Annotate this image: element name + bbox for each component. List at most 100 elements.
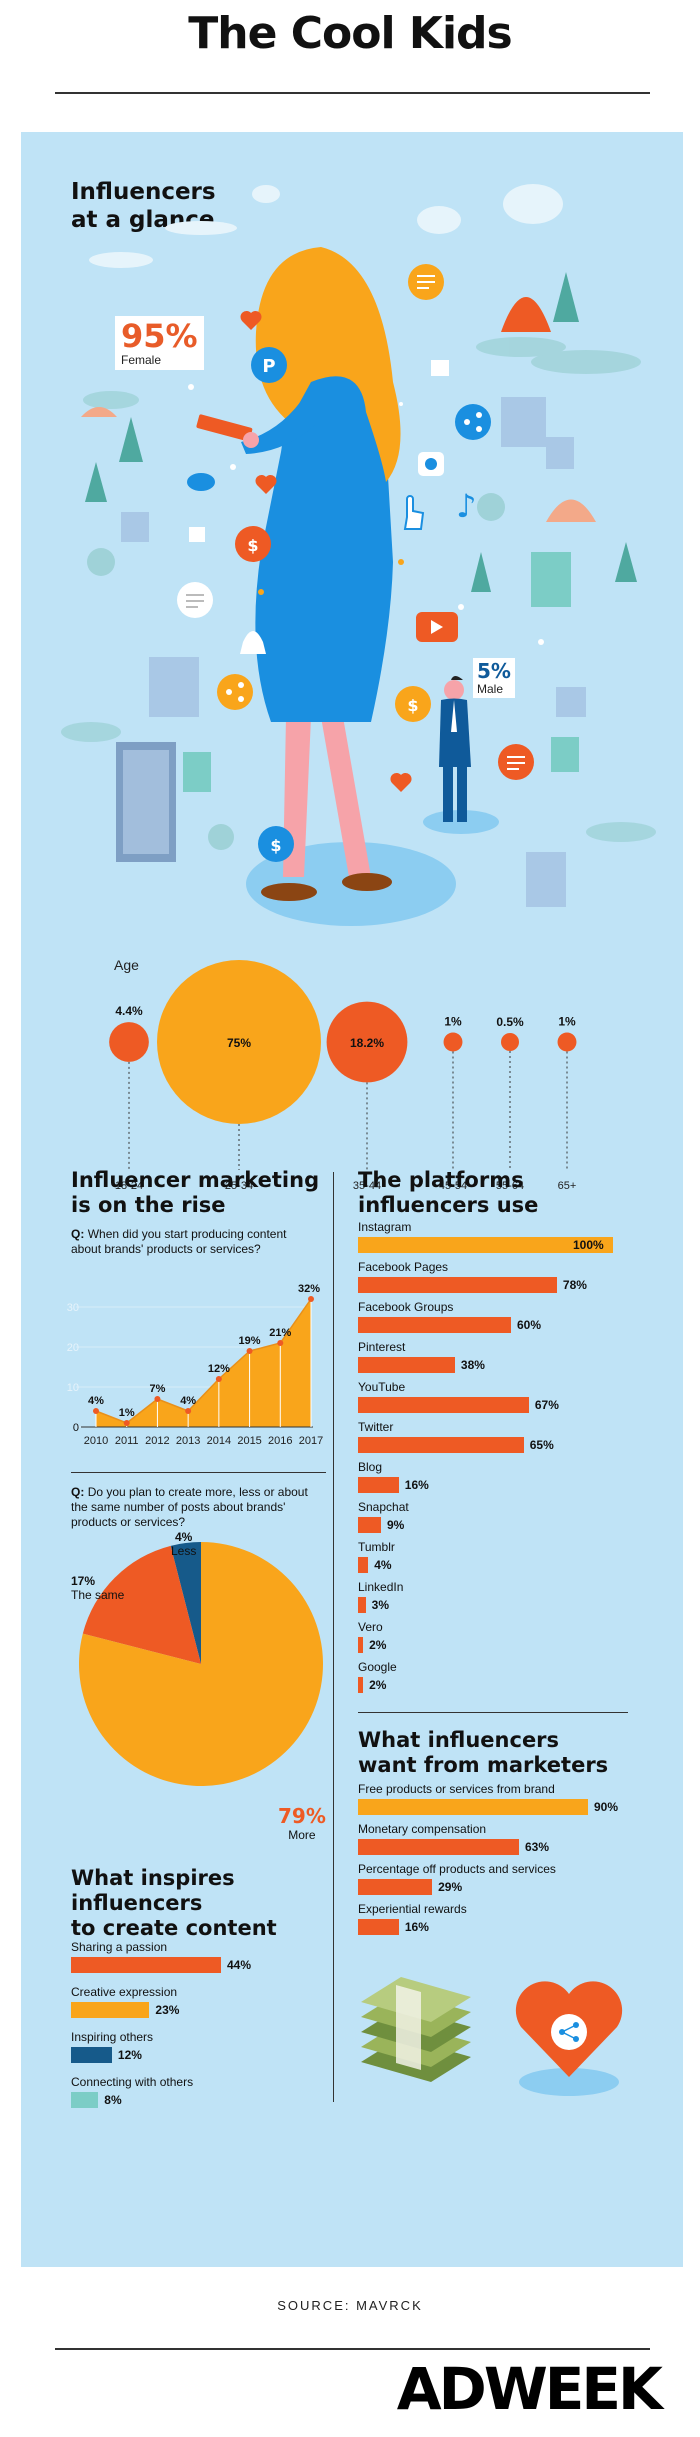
svg-text:$: $ [247,536,258,555]
comment-icon [177,582,213,618]
brand-logo: ADWEEK [396,2355,663,2423]
mountain-icons [81,297,596,522]
series-line [95,1298,312,1424]
share-icon-2 [217,674,253,710]
data-label: 32% [298,1283,320,1295]
comment-icon-2 [498,744,534,780]
svg-text:$: $ [407,696,418,715]
x-tick-label: 2017 [299,1435,323,1447]
rise-bottom-rule [71,1472,326,1473]
inspires-heading: What inspires influencers to create cont… [71,1866,277,1941]
pie-slice [79,1542,323,1786]
money-stack-icon [361,1977,471,2082]
data-point [308,1296,314,1302]
inspire-bar [71,1957,221,1973]
platform-label: Twitter [358,1420,394,1434]
footer-rule [55,2348,650,2350]
camera-icon [418,452,444,476]
want-label: Monetary compensation [358,1822,487,1836]
want-label: Free products or services from brand [358,1782,555,1796]
platform-bar [358,1237,613,1253]
age-bubble [557,1032,577,1052]
sparkle-icons [188,384,544,645]
platform-value: 2% [369,1638,387,1652]
want-label: Experiential rewards [358,1902,467,1916]
hand-cursor-icon [403,495,425,530]
rise-question-text: When did you start producing content abo… [71,1227,287,1256]
pie-more-label: More [288,1828,316,1842]
age-range: 45-54 [439,1180,467,1192]
twitter-icon [187,473,215,491]
platform-value: 4% [374,1558,392,1572]
platforms-heading-line1: The platforms [358,1168,524,1192]
data-label: 4% [88,1395,104,1407]
chat-bubble-icon [408,264,444,300]
female-label: Female [121,353,162,367]
female-stat: 95% Female [115,316,204,370]
heart-shadow [519,2068,619,2096]
platform-label: Snapchat [358,1500,409,1514]
money-heart-illustration [361,1977,623,2096]
hills [61,337,656,842]
platform-bar [358,1517,381,1533]
column-divider [333,1172,334,2102]
plan-question-prefix: Q: [71,1485,85,1499]
platform-label: Facebook Pages [358,1260,449,1274]
age-value: 18.2% [350,1036,384,1050]
data-point [246,1348,253,1354]
wants-heading: What influencers want from marketers [358,1728,608,1778]
rise-question-prefix: Q: [71,1227,85,1241]
snapchat-icon [240,631,266,654]
inspire-bar [71,2092,99,2108]
platforms-bottom-rule [358,1712,628,1713]
age-bubble [326,1001,408,1083]
wants-heading-line2: want from marketers [358,1753,609,1777]
age-value: 0.5% [496,1015,524,1029]
wants-heading-line1: What influencers [358,1728,560,1752]
data-label: 21% [269,1327,291,1339]
data-label: 12% [208,1363,230,1375]
glance-heading: Influencers at a glance [71,178,216,234]
infographic-panel: Influencers at a glance [21,132,683,2267]
woman-figure [196,247,401,901]
age-value: 4.4% [115,1004,143,1018]
inspire-value: 44% [227,1958,252,1972]
platform-value: 9% [386,1518,405,1532]
share-icon [455,404,491,440]
heart-share-icon [515,1981,623,2077]
data-label: 1% [119,1407,135,1419]
age-bubble [443,1032,463,1052]
platforms-heading-line2: influencers use [358,1193,539,1217]
x-tick-label: 2016 [268,1435,292,1447]
age-value: 1% [444,1015,462,1029]
platform-bar [358,1477,399,1493]
male-pct: 5% [477,659,511,683]
platform-bar [358,1397,529,1413]
page-title: The Cool Kids [188,8,513,59]
inspires-heading-line1: What inspires [71,1866,235,1890]
age-bubble [157,960,321,1124]
platform-label: Blog [358,1460,383,1474]
inspire-bar [71,2002,150,2018]
dollar-cart-icon-2: $ [395,686,431,722]
y-tick-label: 30 [67,1302,79,1314]
data-point [215,1376,222,1382]
want-bar [358,1919,399,1935]
platform-value: 78% [562,1278,587,1292]
music-note-icon: ♪ [456,487,476,525]
age-range: 35-44 [353,1180,381,1192]
age-chart: 4.4% 18-24 75% 25-34 18.2% 35-44 1% 45-54 0.5% 55… [109,960,577,1192]
title-rule [55,92,650,94]
pie-label-more: 79% More [278,1804,326,1842]
data-point [123,1420,130,1426]
y-tick-label: 20 [67,1342,79,1354]
data-point [154,1396,161,1402]
plan-question-text: Do you plan to create more, less or abou… [71,1485,308,1529]
inspire-label: Sharing a passion [71,1940,168,1954]
pie-slice [170,1542,201,1664]
platform-value: 2% [369,1678,387,1692]
heart-icon-3 [390,772,412,792]
pie-more-value: 79% [278,1804,326,1828]
data-label: 19% [239,1335,261,1347]
plan-question: Q: Do you plan to create more, less or a… [71,1485,321,1530]
